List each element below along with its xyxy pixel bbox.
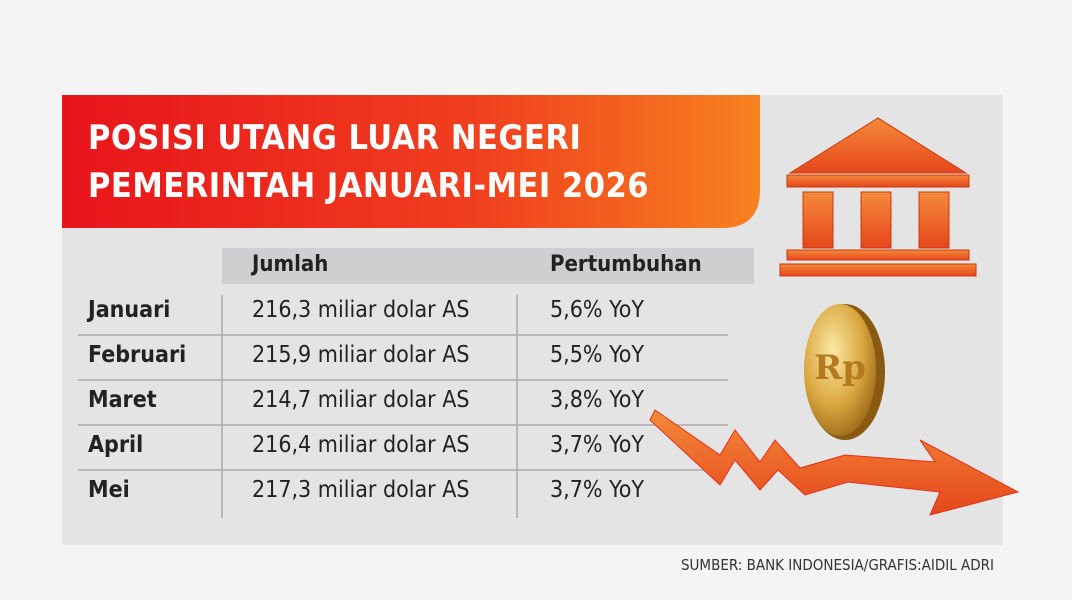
amount-cell: 216,4 miliar dolar AS — [252, 432, 470, 458]
title-line: PEMERINTAH JANUARI-MEI 2026 — [88, 166, 650, 206]
header-band — [222, 248, 754, 284]
coin-icon: Rp — [804, 304, 885, 440]
growth-cell: 3,7% YoY — [550, 432, 644, 458]
title-line: POSISI UTANG LUAR NEGERI — [88, 118, 582, 158]
month-cell: Januari — [88, 297, 171, 323]
column-header: Jumlah — [252, 252, 329, 277]
trend-arrow — [649, 409, 1020, 516]
amount-cell: 214,7 miliar dolar AS — [252, 387, 470, 413]
growth-cell: 3,8% YoY — [550, 387, 644, 413]
month-cell: Mei — [88, 477, 130, 503]
amount-cell: 216,3 miliar dolar AS — [252, 297, 470, 323]
bank-icon — [779, 117, 977, 277]
month-cell: April — [88, 432, 144, 458]
growth-cell: 5,5% YoY — [550, 342, 644, 368]
amount-cell: 217,3 miliar dolar AS — [252, 477, 470, 503]
column-header: Pertumbuhan — [550, 252, 702, 277]
svg-text:Rp: Rp — [814, 348, 866, 388]
growth-cell: 5,6% YoY — [550, 297, 644, 323]
table-lines — [78, 295, 728, 518]
source: SUMBER: BANK INDONESIA/GRAFIS:AIDIL ADRI — [680, 556, 994, 574]
month-cell: Maret — [88, 387, 157, 413]
amount-cell: 215,9 miliar dolar AS — [252, 342, 470, 368]
growth-cell: 3,7% YoY — [550, 477, 644, 503]
month-cell: Februari — [88, 342, 187, 368]
title-band — [62, 95, 760, 228]
